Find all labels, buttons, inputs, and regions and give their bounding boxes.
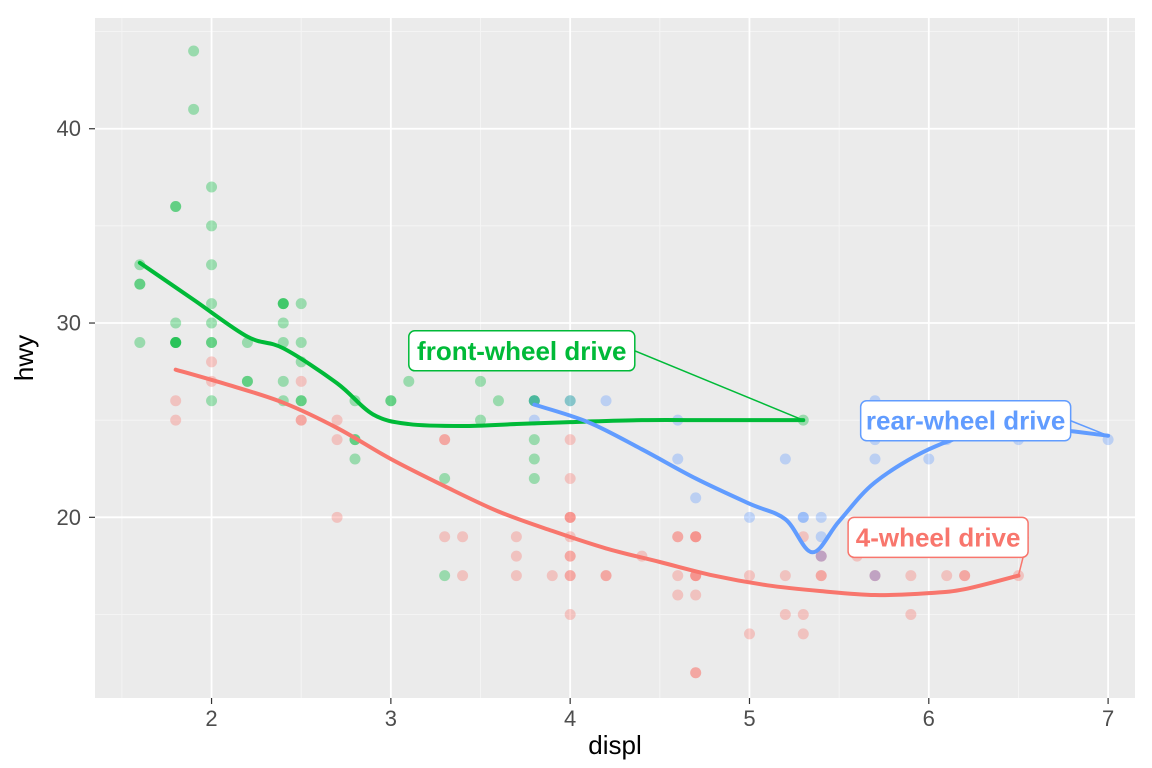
x-tick-label: 6 xyxy=(923,706,935,731)
point xyxy=(565,434,576,445)
point xyxy=(134,279,145,290)
point xyxy=(672,531,683,542)
point xyxy=(529,434,540,445)
point xyxy=(798,512,809,523)
point xyxy=(296,415,307,426)
point xyxy=(529,473,540,484)
label-text: 4-wheel drive xyxy=(856,522,1021,552)
x-tick-label: 7 xyxy=(1102,706,1114,731)
point xyxy=(941,570,952,581)
point xyxy=(296,395,307,406)
x-tick-label: 3 xyxy=(385,706,397,731)
point xyxy=(206,259,217,270)
point xyxy=(816,570,827,581)
label-text: front-wheel drive xyxy=(417,336,626,366)
point xyxy=(690,492,701,503)
y-tick-label: 20 xyxy=(57,505,81,530)
point xyxy=(816,512,827,523)
point xyxy=(547,570,558,581)
point xyxy=(134,337,145,348)
point xyxy=(744,628,755,639)
point xyxy=(296,298,307,309)
point xyxy=(278,298,289,309)
point xyxy=(439,570,450,581)
point xyxy=(188,104,199,115)
point xyxy=(439,531,450,542)
point xyxy=(690,667,701,678)
point xyxy=(206,337,217,348)
point xyxy=(565,551,576,562)
point xyxy=(206,356,217,367)
point xyxy=(565,570,576,581)
point xyxy=(905,570,916,581)
point xyxy=(798,628,809,639)
point xyxy=(385,395,396,406)
point xyxy=(672,454,683,465)
point xyxy=(923,454,934,465)
x-tick-label: 5 xyxy=(743,706,755,731)
point xyxy=(565,512,576,523)
point xyxy=(457,570,468,581)
point xyxy=(601,570,612,581)
point xyxy=(672,590,683,601)
point xyxy=(690,590,701,601)
point xyxy=(439,434,450,445)
point xyxy=(870,454,881,465)
x-tick-label: 2 xyxy=(205,706,217,731)
x-axis-title: displ xyxy=(588,730,641,760)
point xyxy=(278,376,289,387)
point xyxy=(798,609,809,620)
point xyxy=(170,201,181,212)
point xyxy=(332,512,343,523)
point xyxy=(493,395,504,406)
point xyxy=(672,570,683,581)
point xyxy=(296,376,307,387)
point xyxy=(511,531,522,542)
point xyxy=(170,337,181,348)
point xyxy=(780,609,791,620)
y-tick-label: 30 xyxy=(57,311,81,336)
point xyxy=(170,318,181,329)
y-tick-label: 40 xyxy=(57,116,81,141)
point xyxy=(206,395,217,406)
point xyxy=(690,531,701,542)
y-axis-title: hwy xyxy=(9,335,39,381)
point xyxy=(529,454,540,465)
point xyxy=(206,220,217,231)
point xyxy=(870,570,881,581)
point xyxy=(278,318,289,329)
point xyxy=(332,434,343,445)
scatter-chart: front-wheel drive rear-wheel drive 4-wheel… xyxy=(0,0,1152,768)
point xyxy=(457,531,468,542)
point xyxy=(188,46,199,57)
point xyxy=(565,609,576,620)
point xyxy=(780,570,791,581)
point xyxy=(403,376,414,387)
point xyxy=(170,395,181,406)
point xyxy=(170,415,181,426)
point xyxy=(565,473,576,484)
point xyxy=(511,570,522,581)
point xyxy=(242,376,253,387)
point xyxy=(206,182,217,193)
point xyxy=(744,570,755,581)
point xyxy=(511,551,522,562)
point xyxy=(206,318,217,329)
point xyxy=(475,376,486,387)
point xyxy=(350,454,361,465)
point xyxy=(744,512,755,523)
point xyxy=(905,609,916,620)
x-tick-label: 4 xyxy=(564,706,576,731)
point xyxy=(959,570,970,581)
point xyxy=(601,395,612,406)
point xyxy=(565,395,576,406)
point xyxy=(780,454,791,465)
point xyxy=(296,337,307,348)
label-text: rear-wheel drive xyxy=(866,406,1065,436)
